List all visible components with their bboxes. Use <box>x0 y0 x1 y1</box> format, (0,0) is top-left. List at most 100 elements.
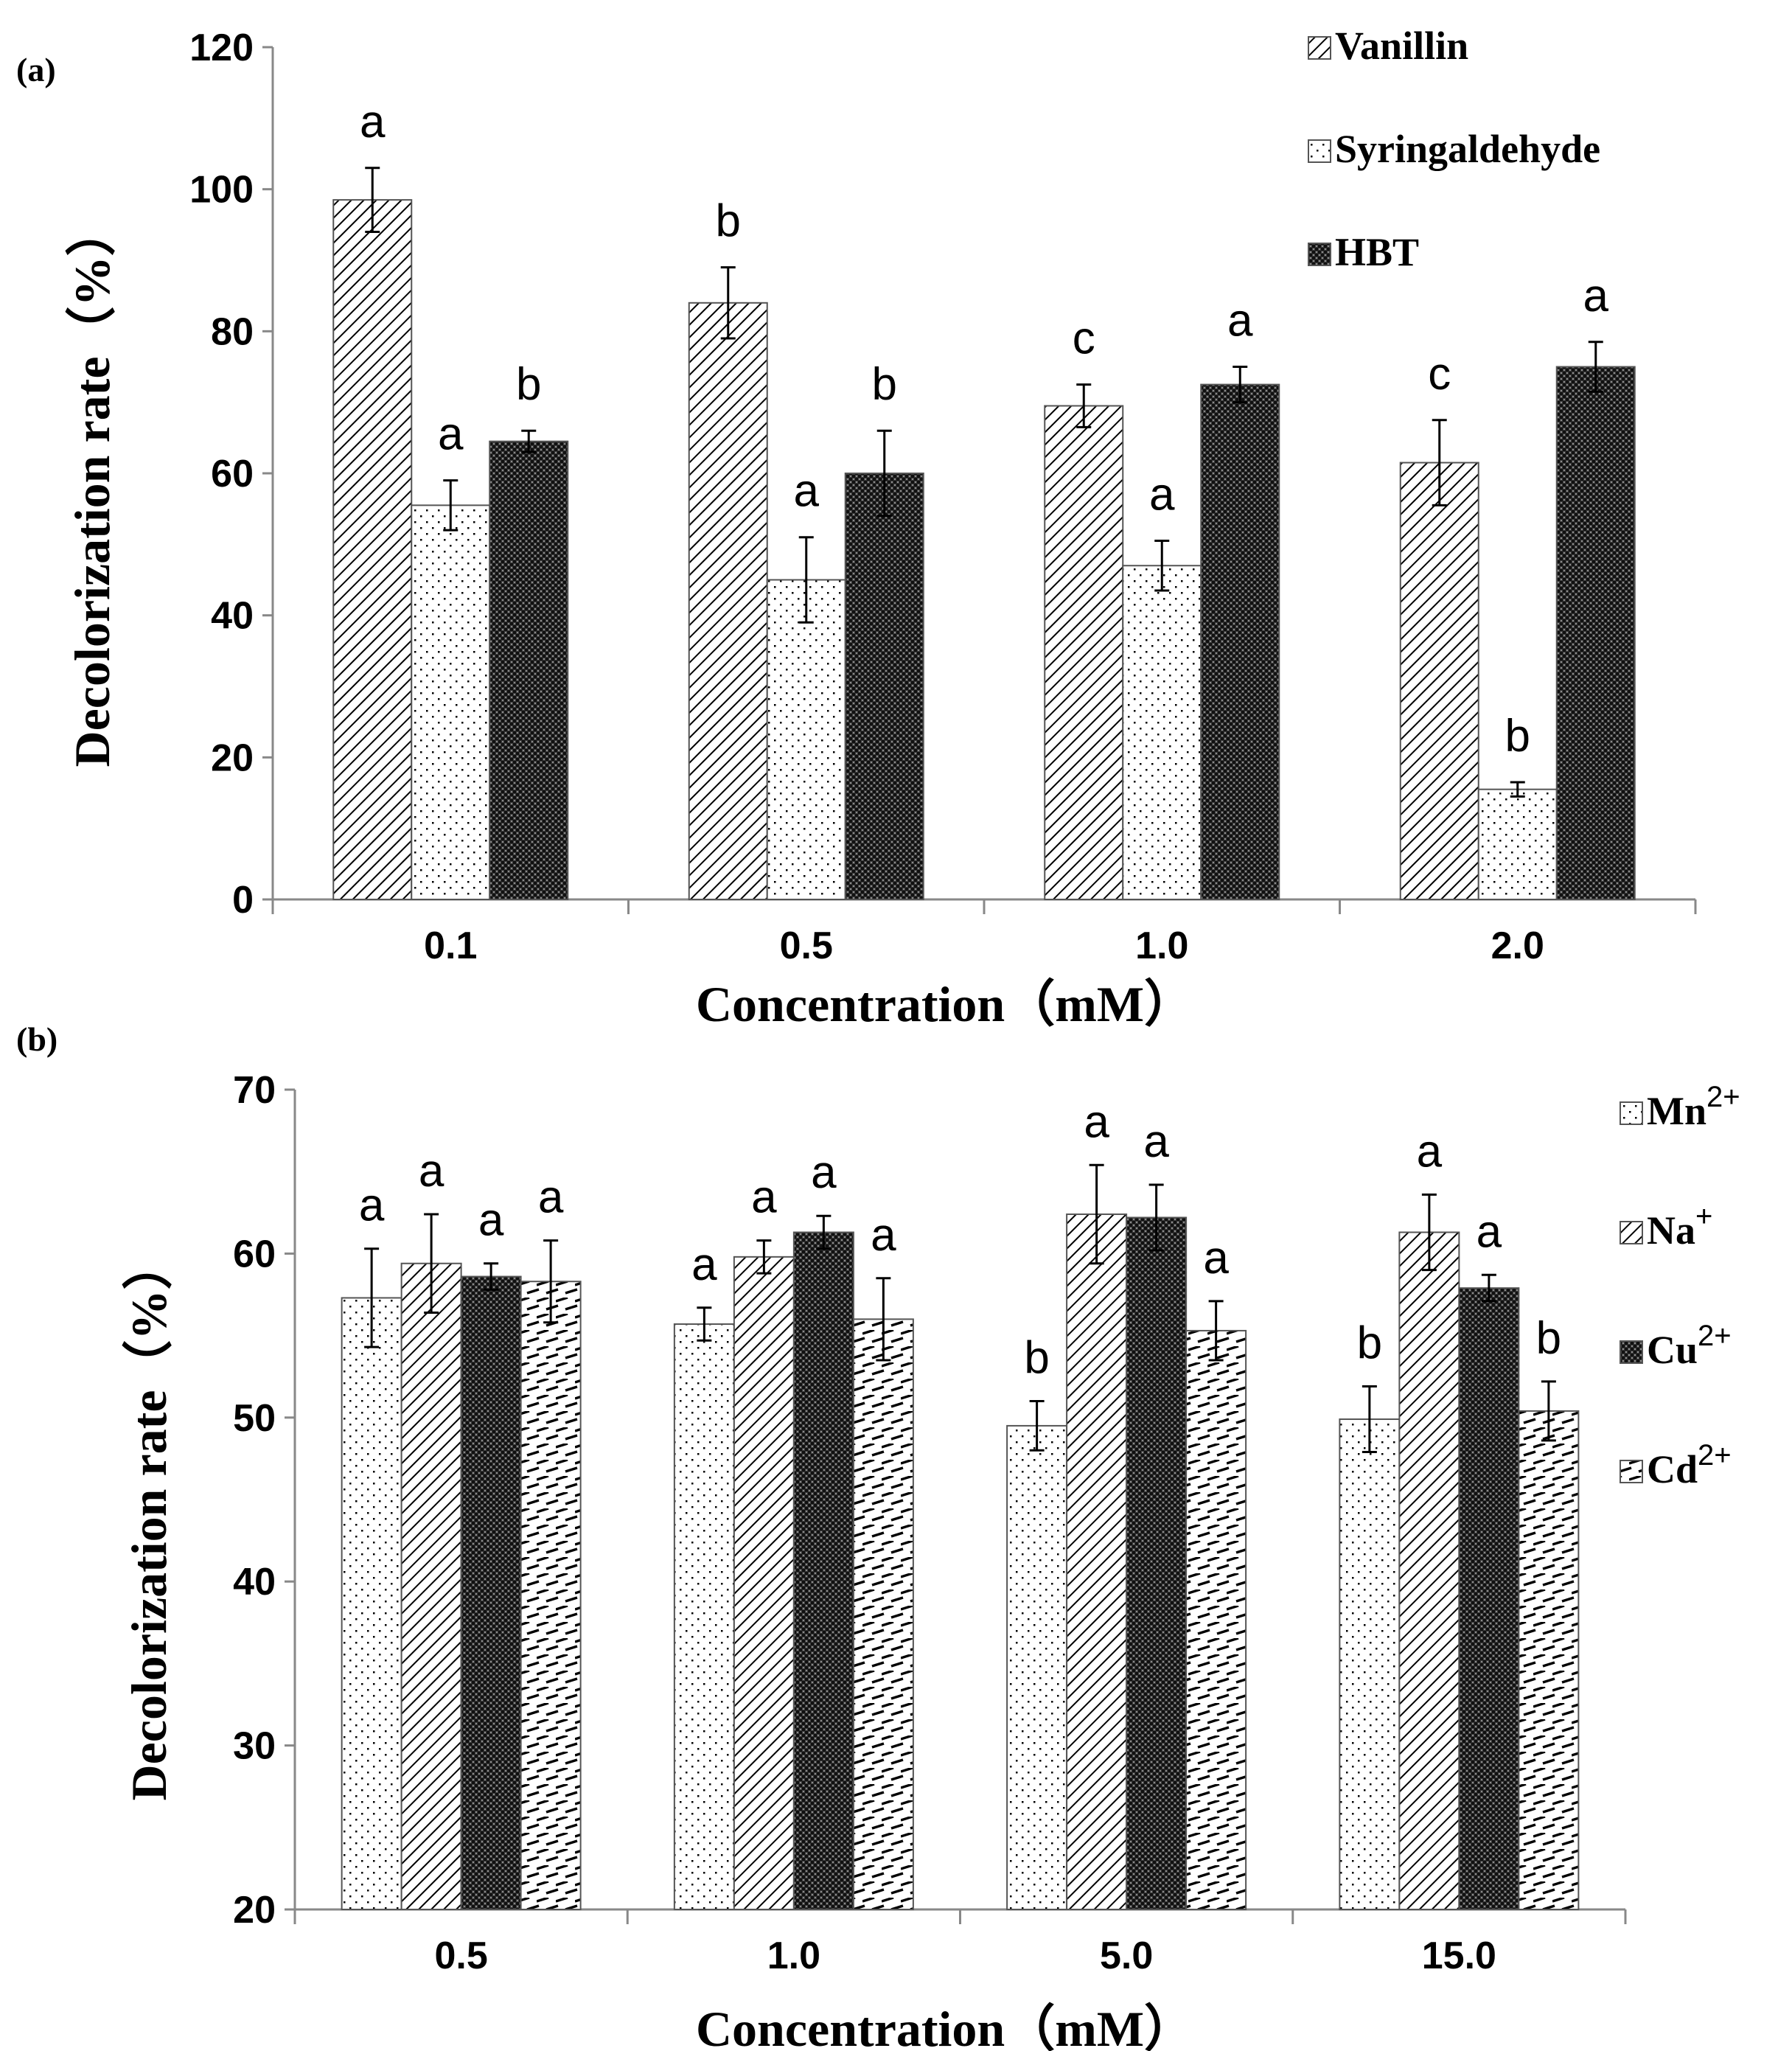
panel-a-significance-letter: c <box>1428 349 1451 400</box>
panel-a-x-axis-label: Concentration（mM） <box>696 976 1194 1032</box>
panel-b-bar-cu-1.0 <box>792 1231 854 1911</box>
panel-b-significance-letter: a <box>751 1172 777 1223</box>
panel-a-legend-label-vanillin: Vanillin <box>1335 24 1468 68</box>
panel-b-bar-cd-1.0 <box>852 1318 914 1910</box>
panel-b-bar-na-15.0 <box>1398 1231 1460 1911</box>
panel-b-legend-superscript: 2+ <box>1698 1439 1732 1472</box>
panel-a-bar-vanillin-0.5 <box>688 302 768 900</box>
panel-b-bar-cd-5.0 <box>1185 1329 1247 1910</box>
panel-b-legend-swatch-cu <box>1620 1340 1643 1364</box>
panel-b-x-axis-label: Concentration（mM） <box>696 2001 1194 2051</box>
panel-b-legend-swatch-na <box>1620 1221 1643 1244</box>
panel-b-y-tick-label: 50 <box>233 1397 276 1440</box>
panel-b-significance-letter: a <box>1203 1233 1229 1284</box>
panel-a-x-tick-label: 1.0 <box>1135 924 1188 967</box>
panel-a-y-tick-label: 60 <box>211 453 254 495</box>
panel-b-legend-swatch-mn <box>1620 1101 1643 1125</box>
panel-b-significance-letter: a <box>1477 1206 1502 1257</box>
panel-a-legend-swatch-hbt <box>1308 243 1331 266</box>
panel-a-significance-letter: a <box>794 466 820 517</box>
panel-b-legend-label-na: Na+ <box>1647 1200 1712 1253</box>
panel-a-bar-hbt-0.5 <box>844 473 924 900</box>
panel-b-bar-cu-5.0 <box>1126 1216 1188 1911</box>
panel-b-legend-superscript: 2+ <box>1698 1320 1732 1352</box>
panel-a-significance-letter: a <box>360 97 386 147</box>
panel-b-significance-letter: a <box>1084 1096 1109 1147</box>
panel-a-bar-hbt-1.0 <box>1200 383 1280 900</box>
panel-b-bar-mn-0.5 <box>341 1297 402 1910</box>
panel-a-bar-vanillin-0.1 <box>332 199 413 901</box>
panel-a-bar-hbt-2.0 <box>1555 366 1636 900</box>
panel-a-x-tick-label: 2.0 <box>1491 924 1544 967</box>
panel-b-x-tick-label: 15.0 <box>1422 1935 1496 1977</box>
panel-b-significance-letter: a <box>1143 1116 1169 1167</box>
panel-b-legend-label-mn: Mn2+ <box>1647 1081 1740 1133</box>
panel-b-x-tick-label: 1.0 <box>767 1935 820 1977</box>
panel-a-label: (a) <box>16 51 56 88</box>
panel-a-significance-letter: b <box>1505 711 1530 762</box>
panel-b-y-axis-label: Decolorization rate（%） <box>121 1240 177 1801</box>
panel-a-bar-syringaldehyde-0.1 <box>411 504 491 900</box>
panel-b-bar-cu-15.0 <box>1458 1287 1520 1910</box>
panel-a-significance-letter: b <box>872 359 897 410</box>
panel-b-y-tick-label: 20 <box>233 1889 276 1932</box>
panel-a-bar-vanillin-1.0 <box>1044 405 1124 900</box>
panel-b-y-tick-label: 60 <box>233 1233 276 1275</box>
panel-b-significance-letter: a <box>871 1210 896 1261</box>
panel-b-legend-label-cd: Cd2+ <box>1647 1439 1732 1491</box>
panel-b-bar-na-1.0 <box>733 1256 795 1910</box>
panel-a-significance-letter: b <box>716 196 741 247</box>
panel-a-bar-syringaldehyde-0.5 <box>766 579 846 900</box>
panel-b-significance-letter: a <box>359 1180 385 1231</box>
panel-a-bar-hbt-0.1 <box>489 440 569 900</box>
panel-a-x-tick-label: 0.1 <box>424 924 477 967</box>
panel-b-significance-letter: a <box>478 1195 504 1246</box>
panel-a-legend-label-hbt: HBT <box>1335 230 1419 274</box>
panel-b-bar-cu-0.5 <box>460 1275 522 1910</box>
panel-b-legend-superscript: 2+ <box>1706 1081 1740 1113</box>
panel-b-x-tick-label: 0.5 <box>434 1935 487 1977</box>
panel-a-significance-letter: a <box>1583 271 1609 321</box>
panel-a-bar-syringaldehyde-2.0 <box>1477 788 1558 901</box>
panel-a-significance-letter: b <box>516 359 541 410</box>
panel-a-significance-letter: c <box>1073 313 1095 364</box>
panel-b-y-tick-label: 30 <box>233 1725 276 1768</box>
panel-a-legend-label-syringaldehyde: Syringaldehyde <box>1335 127 1600 171</box>
panel-b-significance-letter: a <box>811 1147 837 1198</box>
panel-b-significance-letter: b <box>1024 1333 1049 1384</box>
panel-a: 0 20 40 60 80 100 120 0.1 a a b 0.5 b a b 1.0 c a a 2.0 c b a V… <box>189 24 1697 967</box>
panel-a-y-tick-label: 100 <box>189 169 254 212</box>
panel-b-significance-letter: a <box>1417 1126 1443 1177</box>
panel-b-y-tick-label: 40 <box>233 1561 276 1603</box>
panel-b-legend-superscript: + <box>1695 1200 1712 1233</box>
panel-a-bar-vanillin-2.0 <box>1399 462 1479 900</box>
panel-b-legend-swatch-cd <box>1620 1460 1643 1483</box>
panel-b-legend-label-cu: Cu2+ <box>1647 1320 1732 1372</box>
panel-a-bar-syringaldehyde-1.0 <box>1122 565 1202 900</box>
panel-b-bar-cd-0.5 <box>520 1281 582 1910</box>
panel-b-y-tick-label: 70 <box>233 1069 276 1112</box>
panel-b-significance-letter: a <box>691 1239 717 1290</box>
panel-a-y-tick-label: 40 <box>211 595 254 638</box>
panel-a-significance-letter: a <box>1227 296 1253 347</box>
panel-a-y-tick-label: 80 <box>211 310 254 353</box>
panel-b-significance-letter: b <box>1357 1318 1382 1369</box>
panel-b-bar-mn-15.0 <box>1339 1418 1401 1911</box>
panel-b-x-tick-label: 5.0 <box>1100 1935 1153 1977</box>
panel-a-y-tick-label: 120 <box>189 27 254 69</box>
panel-b-bar-na-0.5 <box>400 1262 462 1910</box>
panel-b-bar-mn-1.0 <box>673 1323 735 1910</box>
panel-b-bar-cd-15.0 <box>1518 1410 1580 1911</box>
panel-b-label: (b) <box>16 1020 57 1058</box>
panel-b-significance-letter: a <box>419 1146 444 1197</box>
panel-a-significance-letter: a <box>438 409 464 460</box>
panel-b-bar-mn-5.0 <box>1006 1424 1068 1911</box>
panel-b-bar-na-5.0 <box>1066 1213 1128 1911</box>
panel-a-y-tick-label: 20 <box>211 737 254 779</box>
panel-b-significance-letter: a <box>538 1172 564 1223</box>
panel-a-y-axis-label: Decolorization rate（%） <box>64 206 120 767</box>
panel-a-y-tick-label: 0 <box>232 879 254 922</box>
